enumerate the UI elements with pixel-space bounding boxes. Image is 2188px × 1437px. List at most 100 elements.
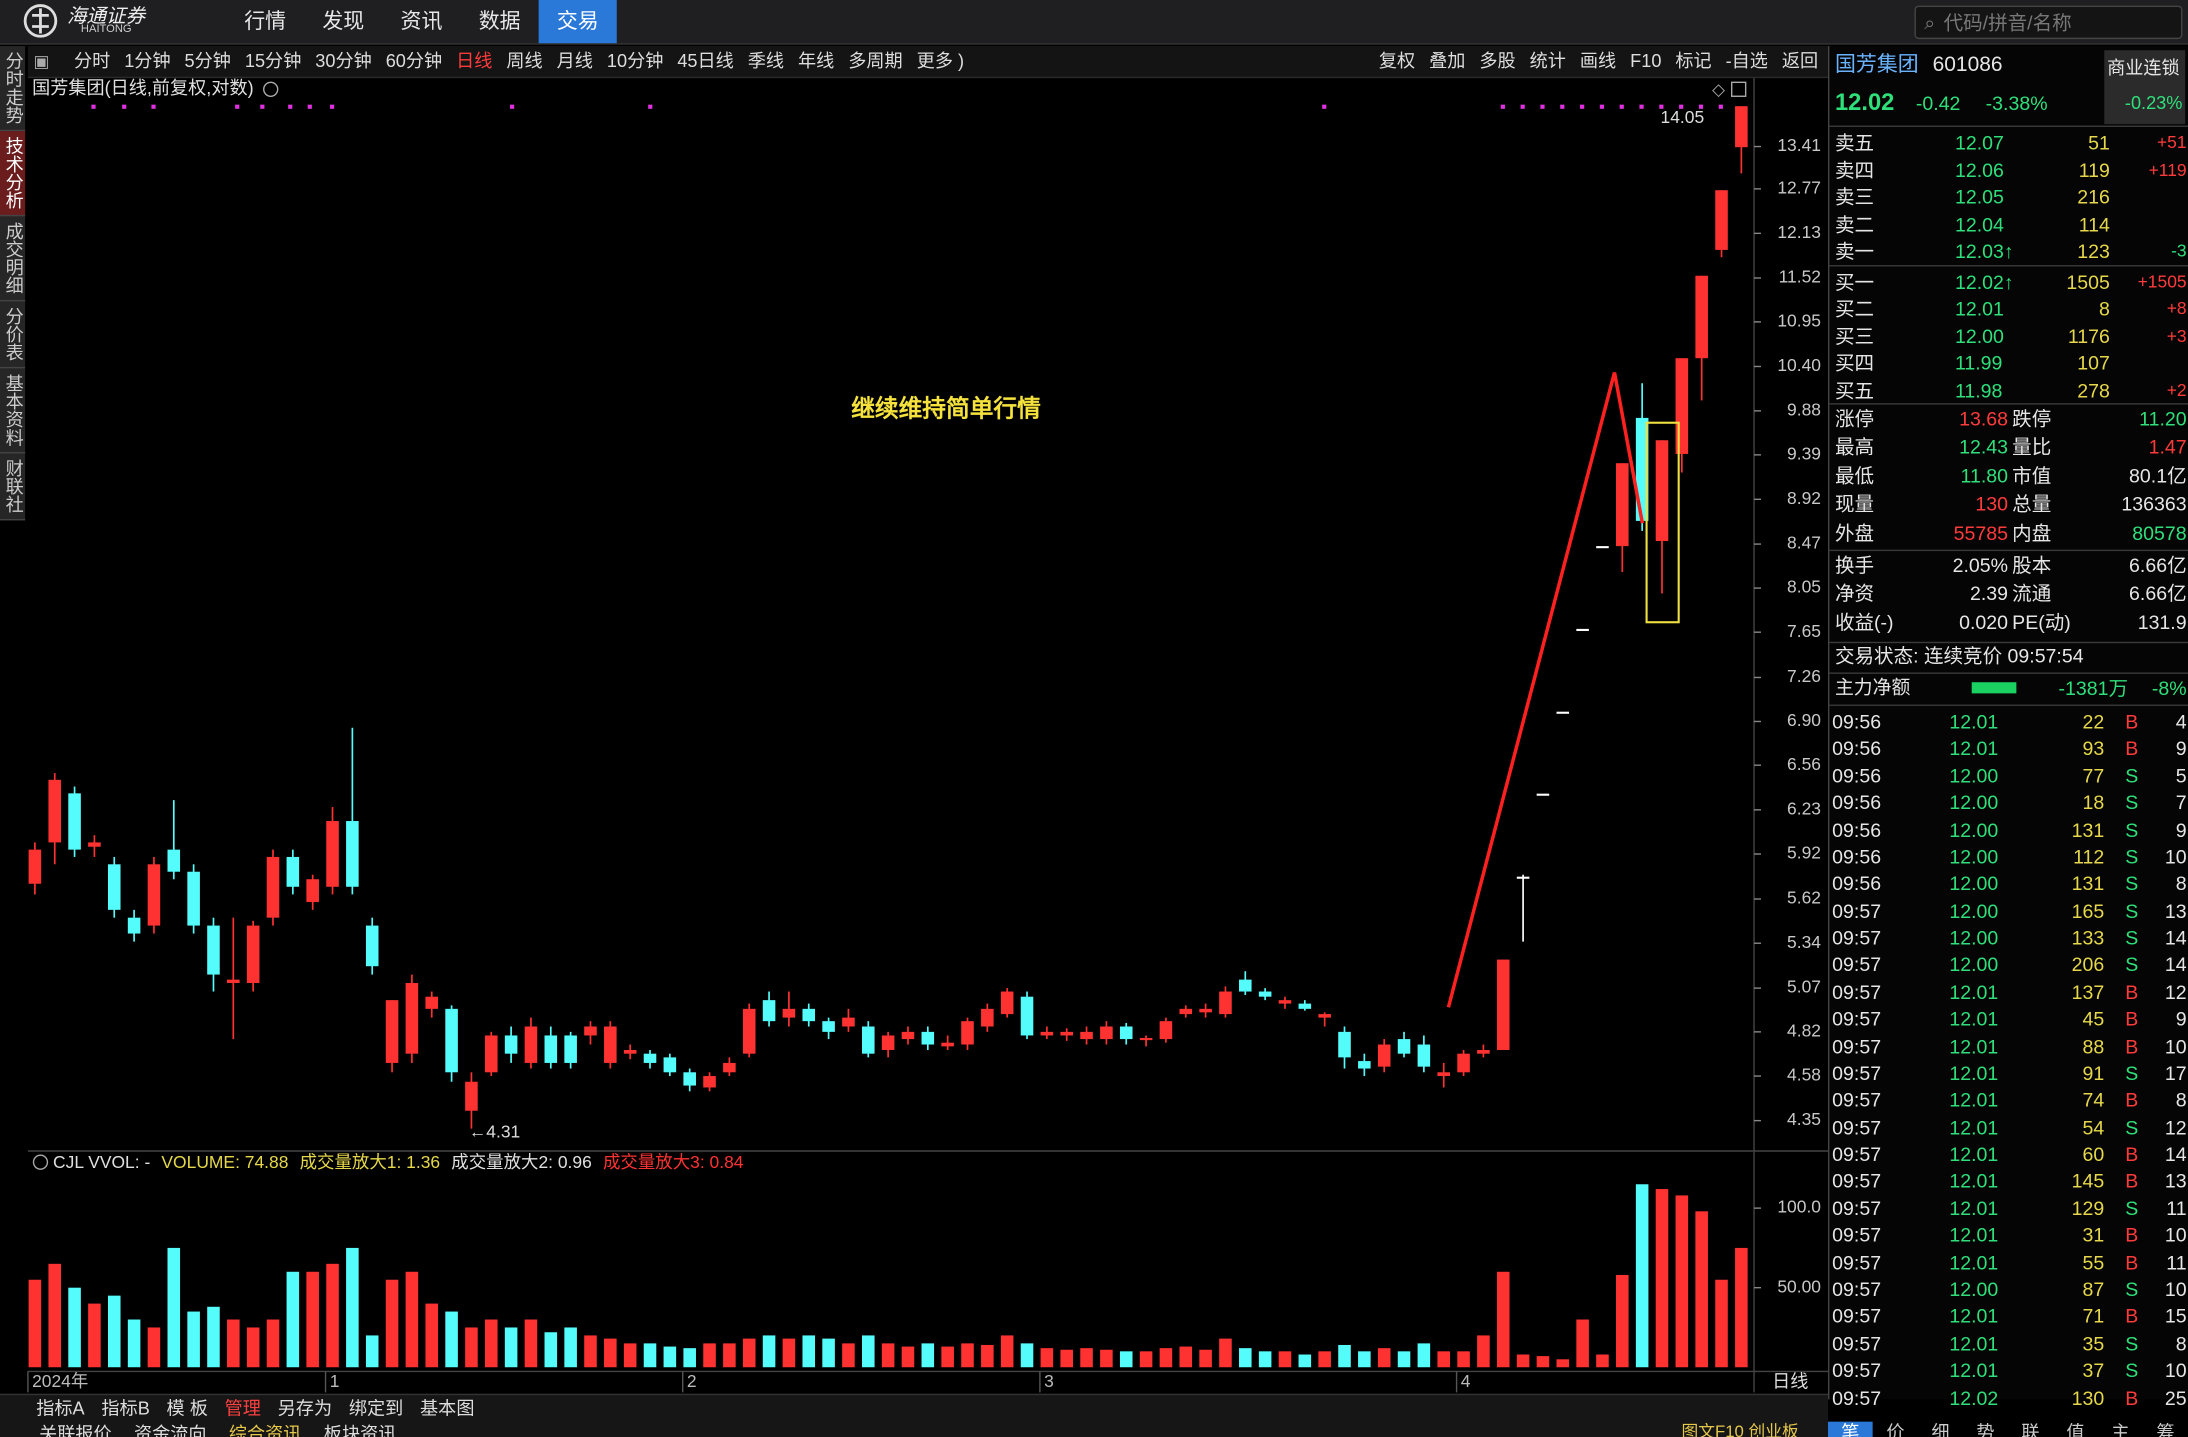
top-bar: 海通证券 HAITONG 行情 发现 资讯 数据 交易 ⌕ 代码/拼音/名称 — [0, 0, 2188, 45]
period-button[interactable]: 季线 — [747, 50, 785, 72]
volume-bar — [1179, 1346, 1193, 1368]
diamond-icon[interactable]: ◇ — [1712, 80, 1725, 99]
bottom-button[interactable]: 另存为 — [277, 1397, 333, 1419]
period-button[interactable]: 周线 — [506, 50, 543, 72]
book-label: 卖二 — [1834, 213, 1875, 236]
candle-body — [1616, 463, 1629, 547]
period-button[interactable]: 月线 — [556, 50, 593, 72]
quote-tab[interactable]: 值 — [2066, 1421, 2085, 1437]
stat-label: 量比 — [2012, 435, 2052, 459]
trade-side: S — [2125, 953, 2139, 976]
menu-item[interactable]: 发现 — [322, 9, 365, 34]
side-tab[interactable]: 分价表 — [0, 301, 26, 369]
period-button[interactable]: 日线 — [456, 50, 493, 72]
book-label: 卖四 — [1834, 158, 1875, 181]
bottom-button[interactable]: 基本图 — [420, 1397, 475, 1419]
quote-tab[interactable]: 细 — [1931, 1421, 1950, 1437]
quote-tab[interactable]: 势 — [1976, 1421, 1995, 1437]
search-box[interactable]: ⌕ 代码/拼音/名称 — [1914, 5, 2183, 40]
bottom-tab[interactable]: 板块资讯 — [323, 1423, 397, 1437]
period-button[interactable]: 10分钟 — [606, 50, 664, 72]
side-tab[interactable]: 分时走势 — [0, 46, 26, 132]
book-volume: 8 — [2098, 297, 2110, 320]
window-icon[interactable] — [1731, 81, 1747, 97]
x-tick-label: 2024年 — [32, 1371, 88, 1391]
quote-tab[interactable]: 联 — [2021, 1421, 2040, 1437]
toggle-icon[interactable]: ▣ — [33, 51, 50, 72]
candle-body — [445, 1008, 458, 1073]
quote-panel: 国芳集团 601086 商业连锁 -0.23% 12.02 -0.42 -3.38% 卖五 12… — [1827, 46, 2188, 1408]
tool-button[interactable]: 叠加 — [1429, 50, 1466, 72]
title-icon[interactable] — [263, 81, 279, 97]
side-tab[interactable]: 财联社 — [0, 453, 26, 521]
candle-body — [1556, 711, 1570, 714]
bottom-button[interactable]: 指标B — [101, 1397, 150, 1419]
volume-header: 成交量放大2: 0.96 — [451, 1152, 592, 1172]
tool-button[interactable]: -自选 — [1725, 50, 1768, 72]
menu-item[interactable]: 资讯 — [400, 9, 443, 34]
stat-value: 1.47 — [2148, 435, 2187, 459]
period-button[interactable]: 30分钟 — [315, 50, 372, 72]
period-button[interactable]: 45日线 — [677, 50, 734, 72]
x-tick-label: 4 — [1461, 1371, 1471, 1391]
toolbar: ▣ 分时 1分钟 5分钟 15分钟 30分钟 60分钟 日线 周线 月线 10分钟 45日线 季线 年线… — [27, 46, 1828, 79]
period-button[interactable]: 年线 — [798, 50, 835, 72]
book-label: 买二 — [1834, 297, 1875, 320]
tool-button[interactable]: 画线 — [1579, 50, 1617, 72]
bottom-button[interactable]: 指标A — [36, 1397, 85, 1419]
menu-item[interactable]: 交易 — [538, 0, 617, 44]
period-button[interactable]: 15分钟 — [244, 50, 302, 72]
bottom-tab[interactable]: 综合资讯 — [228, 1423, 302, 1437]
stat-value: 2.05% — [1952, 553, 2008, 577]
period-button[interactable]: 更多 ) — [916, 50, 965, 72]
volume-bar — [981, 1344, 994, 1368]
period-button[interactable]: 5分钟 — [184, 50, 231, 72]
bottom-button[interactable]: 模 板 — [166, 1397, 208, 1419]
bottom-button[interactable]: 管理 — [224, 1397, 261, 1419]
volume-icon[interactable] — [32, 1154, 49, 1170]
stat-value: 55785 — [1953, 521, 2008, 544]
tool-button[interactable]: 返回 — [1781, 50, 1819, 72]
candle-body — [1675, 358, 1689, 454]
stat-value: 2.39 — [1969, 582, 2008, 605]
side-tab[interactable]: 基本资料 — [0, 368, 26, 454]
bottom-tab[interactable]: 关联报价 — [39, 1423, 112, 1437]
tool-button[interactable]: 统计 — [1529, 50, 1566, 72]
bottom-tab[interactable]: 资金流向 — [133, 1423, 207, 1437]
trade-price: 12.01 — [1949, 737, 1999, 760]
candle-body — [1100, 1026, 1113, 1040]
signal-dot — [1599, 104, 1605, 109]
period-button[interactable]: 1分钟 — [124, 50, 171, 72]
tool-button[interactable]: 复权 — [1378, 50, 1416, 72]
sector-box[interactable] — [2104, 50, 2186, 125]
bottom-button[interactable]: 绑定到 — [348, 1397, 404, 1419]
volume-bar — [48, 1263, 62, 1368]
trade-count: 10 — [2164, 1223, 2187, 1247]
menu-item[interactable]: 数据 — [478, 9, 521, 34]
quote-tab[interactable]: 价 — [1886, 1421, 1905, 1437]
trade-price: 12.01 — [1949, 710, 1999, 733]
side-tab[interactable]: 成交明细 — [0, 216, 26, 302]
quote-tab[interactable]: 筹 — [2156, 1421, 2175, 1437]
trade-time: 09:57 — [1832, 1331, 1882, 1355]
y-tick-label: 5.92 — [1787, 843, 1821, 863]
quote-tab[interactable]: 主 — [2111, 1421, 2130, 1437]
tool-button[interactable]: F10 — [1630, 50, 1662, 72]
quote-tab[interactable]: 笔 — [1827, 1421, 1873, 1437]
menu-item[interactable]: 行情 — [244, 9, 287, 34]
period-button[interactable]: 多周期 — [848, 50, 903, 72]
tool-button[interactable]: 多股 — [1479, 50, 1516, 72]
stat-value: 0.020 — [1959, 610, 2008, 634]
trade-time: 09:57 — [1832, 1386, 1882, 1409]
book-price: 11.99 — [1954, 351, 2003, 375]
period-label: 日线 — [1772, 1371, 1808, 1391]
trade-count: 10 — [2164, 1034, 2187, 1057]
y-tick-label: 11.52 — [1779, 267, 1821, 287]
candle-body — [28, 849, 42, 884]
candle-body — [425, 996, 439, 1009]
tool-button[interactable]: 标记 — [1675, 50, 1712, 72]
period-button[interactable]: 60分钟 — [385, 50, 443, 72]
trade-price: 12.01 — [1949, 1196, 1999, 1220]
side-tab[interactable]: 技术分析 — [0, 131, 26, 217]
period-button[interactable]: 分时 — [73, 50, 111, 72]
